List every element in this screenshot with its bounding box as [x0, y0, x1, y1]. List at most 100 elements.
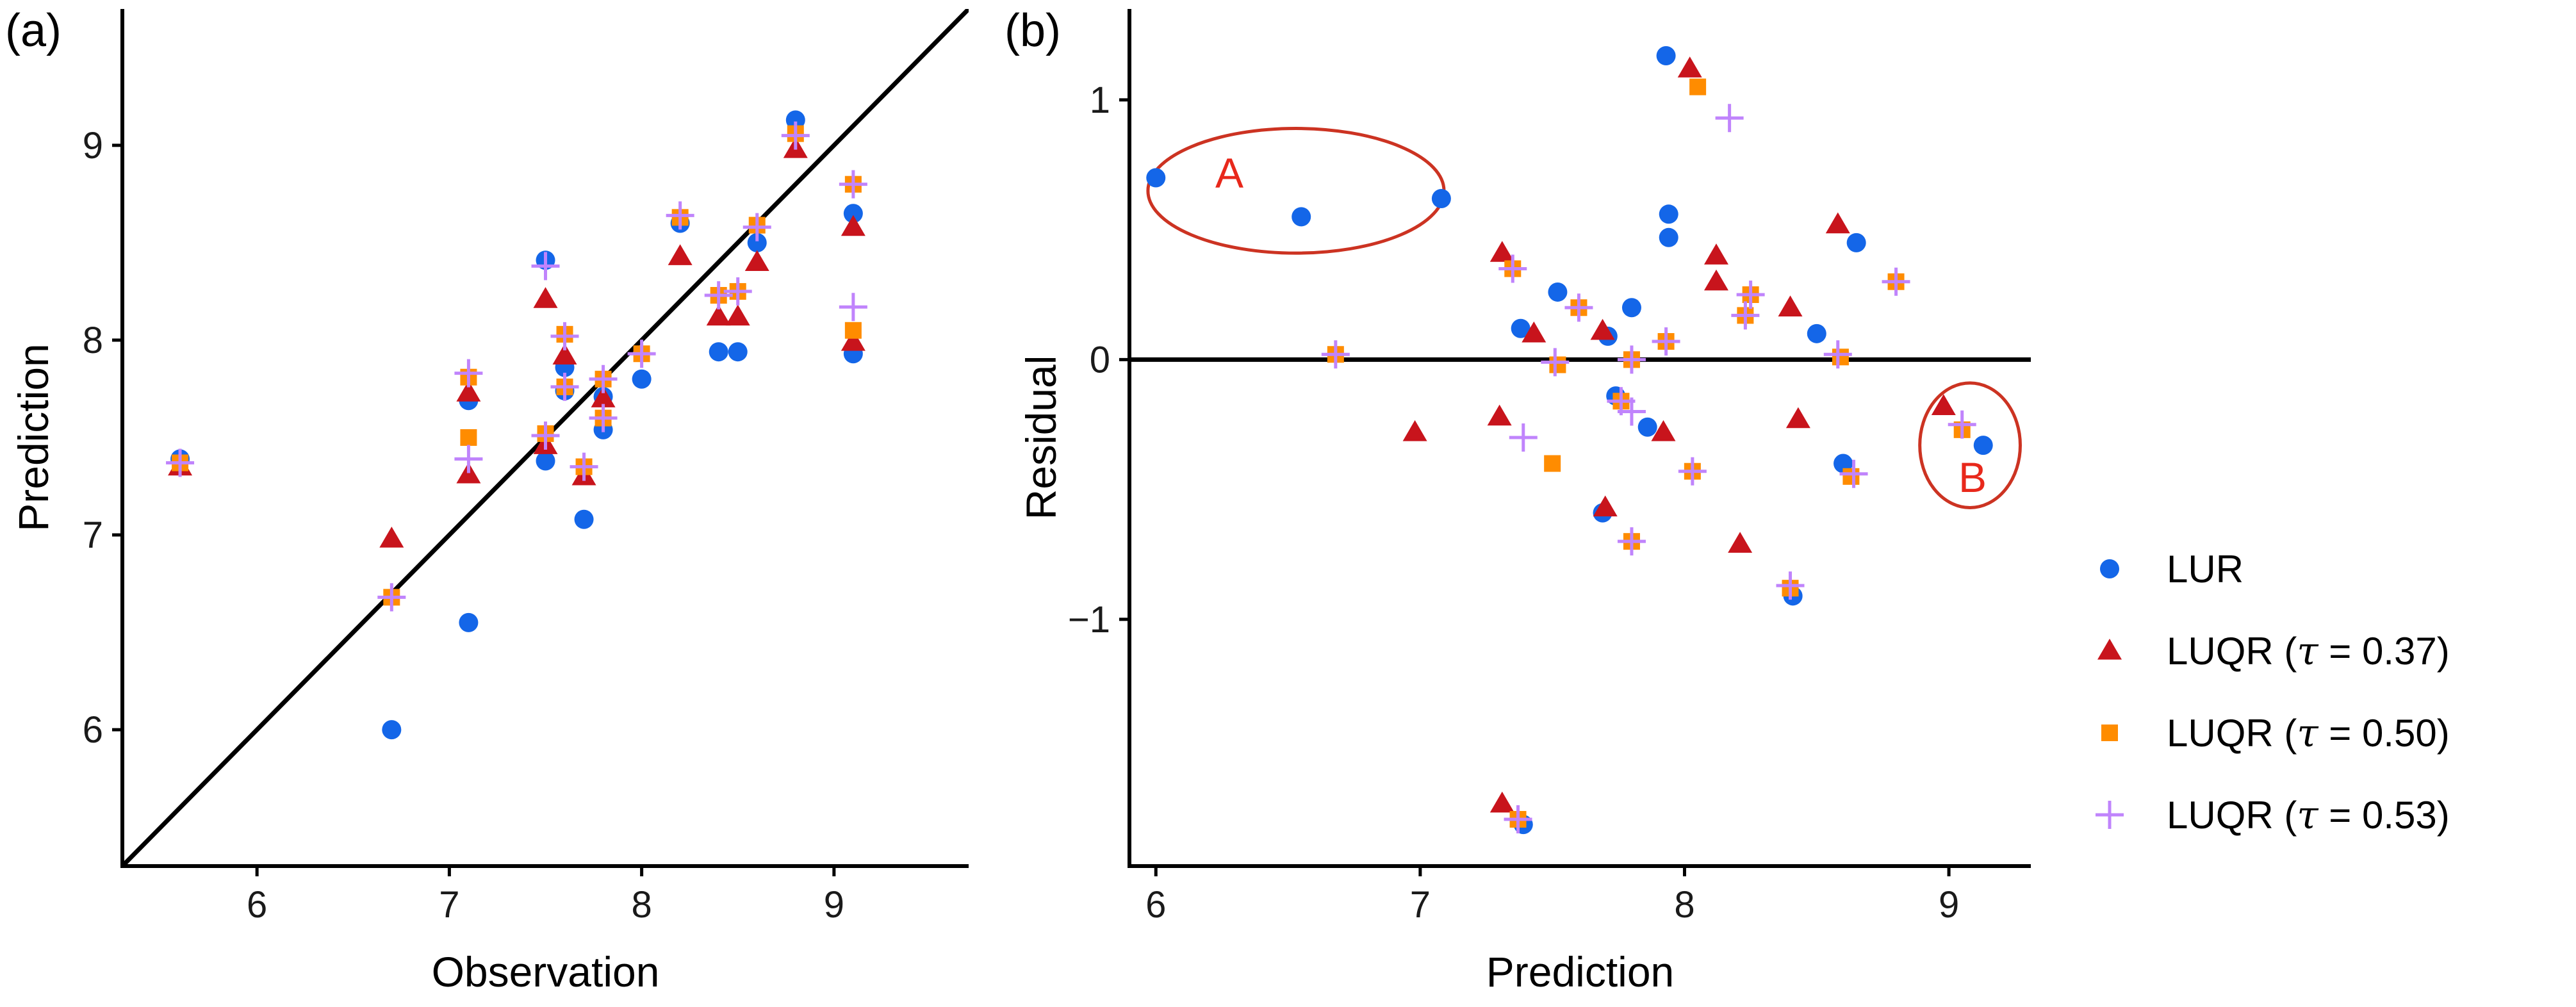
data-point	[1544, 455, 1561, 472]
data-point	[666, 201, 694, 230]
data-point	[1703, 243, 1728, 265]
data-point	[742, 213, 771, 242]
data-point	[1431, 188, 1451, 208]
legend-label-main: LUQR (	[2167, 712, 2297, 755]
data-point	[1590, 318, 1615, 340]
x-tick-label: 6	[247, 884, 267, 926]
data-point	[706, 304, 731, 326]
data-point	[1973, 436, 1993, 455]
data-point	[456, 381, 481, 402]
data-point	[1807, 323, 1826, 343]
legend-label-tau: τ	[2297, 711, 2318, 756]
panel-tag: (b)	[1005, 5, 1061, 56]
y-tick-label: −1	[1068, 599, 1110, 641]
data-point	[531, 421, 560, 450]
y-tick-label: 0	[1090, 339, 1110, 381]
y-tick-label: 8	[83, 320, 103, 361]
x-tick-label: 8	[631, 884, 652, 926]
legend-item-lur: LUR	[2100, 548, 2244, 591]
x-tick-label: 7	[1410, 884, 1431, 926]
data-point	[841, 215, 866, 236]
x-tick-label: 9	[1939, 884, 1959, 926]
legend-label-value: = 0.50)	[2318, 712, 2450, 755]
data-point	[1487, 404, 1512, 426]
data-point	[1637, 417, 1657, 437]
data-point	[454, 445, 483, 473]
legend-label-main: LUQR (	[2167, 630, 2297, 673]
data-point	[1882, 267, 1910, 296]
data-point	[1489, 241, 1514, 262]
data-point	[550, 322, 579, 350]
data-point	[1498, 254, 1527, 283]
data-point	[1621, 298, 1641, 318]
legend-label-main: LUR	[2167, 548, 2244, 591]
data-point	[709, 342, 728, 362]
panel-tag: (a)	[5, 5, 62, 56]
y-tick-label: 7	[83, 514, 103, 556]
data-point	[166, 448, 195, 477]
data-point	[1776, 571, 1805, 600]
legend-label-tau: τ	[2297, 629, 2318, 674]
data-point	[1564, 293, 1593, 322]
data-point	[589, 404, 618, 432]
data-point	[1736, 281, 1765, 309]
data-point	[747, 233, 767, 252]
data-point	[1948, 410, 1976, 439]
data-point	[1703, 269, 1728, 291]
data-point	[839, 293, 867, 322]
data-point	[589, 364, 618, 393]
data-point	[1549, 356, 1566, 373]
data-point	[1715, 104, 1744, 133]
legend-label: LUQR (τ = 0.37)	[2167, 629, 2450, 674]
y-tick-label: 1	[1090, 79, 1110, 121]
data-point	[459, 612, 479, 632]
data-point	[1652, 327, 1680, 356]
data-point	[574, 509, 594, 529]
series-luqr-053	[166, 121, 867, 612]
data-point	[382, 720, 402, 740]
legend-item-luqr_053: LUQR (τ = 0.53)	[2096, 793, 2450, 838]
data-point	[1731, 301, 1760, 330]
data-point	[1541, 348, 1570, 377]
data-point	[1321, 340, 1350, 369]
data-point	[1617, 527, 1646, 556]
data-point	[1146, 168, 1166, 188]
data-point	[460, 429, 477, 446]
legend-label: LUR	[2167, 548, 2244, 591]
legend-marker-square	[2101, 725, 2118, 741]
data-point	[632, 369, 652, 389]
data-point	[1522, 321, 1546, 343]
data-point	[1728, 532, 1753, 553]
data-point	[1846, 233, 1866, 252]
x-tick-label: 8	[1674, 884, 1694, 926]
legend-label-value: = 0.37)	[2318, 630, 2450, 673]
legend-marker-circle	[2100, 559, 2119, 578]
data-point	[1778, 295, 1803, 316]
legend-item-luqr_037: LUQR (τ = 0.37)	[2097, 629, 2450, 674]
data-point	[781, 121, 810, 150]
data-point	[844, 322, 862, 339]
data-point	[1656, 45, 1676, 65]
data-point	[1823, 340, 1852, 369]
data-point	[454, 359, 483, 388]
data-point	[841, 329, 866, 351]
x-tick-label: 7	[439, 884, 459, 926]
panel-a: 6 7 8 9 6 7 8 9 Observation Prediction (a)	[5, 5, 969, 995]
data-point	[1839, 459, 1868, 488]
data-point	[1651, 420, 1676, 441]
data-point	[1292, 207, 1311, 227]
series-luqr-037	[1402, 56, 1956, 813]
data-point	[1511, 318, 1530, 338]
data-point	[1689, 78, 1707, 95]
legend-label: LUQR (τ = 0.53)	[2167, 793, 2450, 838]
x-axis-title: Prediction	[1486, 948, 1675, 995]
data-point	[668, 244, 693, 265]
data-point	[723, 277, 752, 306]
callout-label-b: B	[1958, 454, 1987, 501]
legend-marker-triangle	[2097, 639, 2122, 660]
legend-item-luqr_050: LUQR (τ = 0.50)	[2101, 711, 2450, 756]
x-tick-label: 6	[1145, 884, 1166, 926]
panel-b: A B 6 7 8 9 −1 0 1 Prediction Residual (b)	[1005, 5, 2031, 995]
